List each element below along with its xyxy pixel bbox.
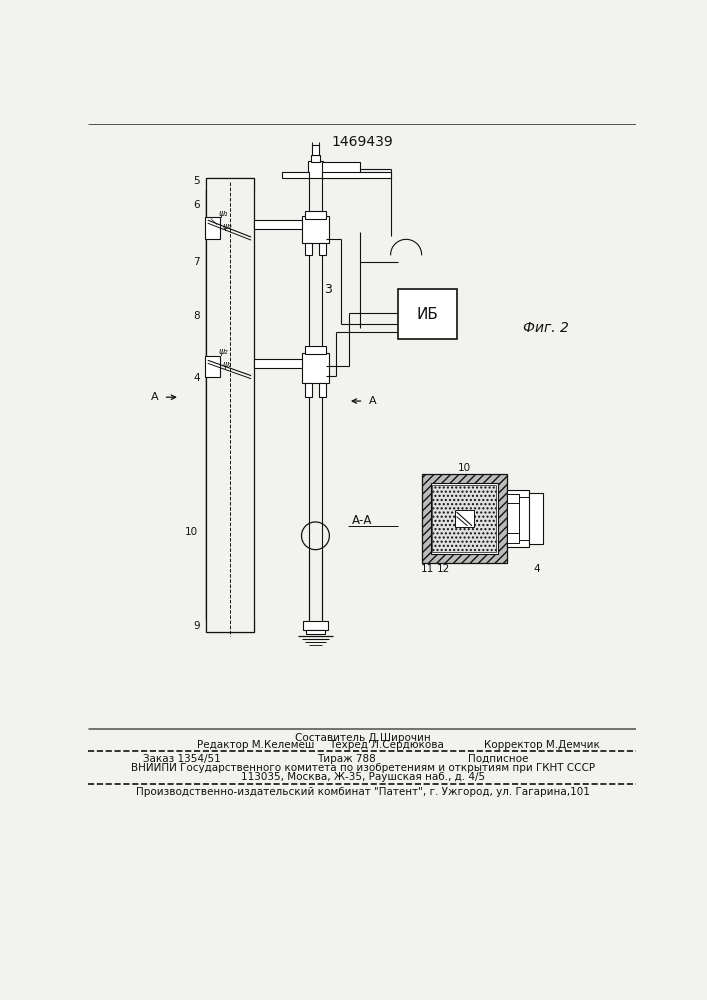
Bar <box>431 483 498 554</box>
Bar <box>529 493 542 544</box>
Bar <box>455 510 474 527</box>
Bar <box>206 178 255 190</box>
Text: 9: 9 <box>193 621 200 631</box>
Text: 12: 12 <box>437 564 450 574</box>
Text: 10: 10 <box>185 527 199 537</box>
Bar <box>320 383 325 397</box>
Bar <box>421 474 507 563</box>
Text: Тираж 788: Тираж 788 <box>317 754 375 764</box>
Text: ψ₁: ψ₁ <box>223 360 233 369</box>
Text: Корректор М.Демчик: Корректор М.Демчик <box>484 740 600 750</box>
Bar <box>322 162 361 178</box>
Text: Фиг. 2: Фиг. 2 <box>522 321 568 335</box>
Bar <box>507 494 518 503</box>
Text: А-А: А-А <box>352 514 373 527</box>
Text: 7: 7 <box>193 257 200 267</box>
Bar <box>305 211 325 219</box>
Bar <box>311 155 320 162</box>
Bar <box>206 178 255 632</box>
Bar <box>214 190 247 620</box>
Bar <box>507 490 529 547</box>
Text: A: A <box>369 396 377 406</box>
Bar <box>305 346 325 354</box>
Text: 4: 4 <box>193 373 200 383</box>
Bar <box>305 383 312 397</box>
Text: A: A <box>151 392 158 402</box>
Bar <box>320 243 325 255</box>
Text: ψ₂: ψ₂ <box>223 222 233 231</box>
Text: 1469439: 1469439 <box>332 135 394 149</box>
Text: ВНИИПИ Государственного комитета по изобретениям и открытиям при ГКНТ СССР: ВНИИПИ Государственного комитета по изоб… <box>131 763 595 773</box>
Bar <box>206 620 255 632</box>
Text: 8: 8 <box>193 311 200 321</box>
Text: ψ₂: ψ₂ <box>218 347 228 356</box>
Text: Производственно-издательский комбинат "Патент", г. Ужгород, ул. Гагарина,101: Производственно-издательский комбинат "П… <box>136 787 590 797</box>
Text: 5: 5 <box>193 176 200 186</box>
Bar <box>308 161 323 178</box>
Bar <box>433 485 496 552</box>
Bar <box>305 243 312 255</box>
Bar <box>507 533 518 543</box>
Text: 6: 6 <box>193 200 200 210</box>
Bar <box>312 145 319 155</box>
Bar <box>282 172 309 178</box>
Bar <box>255 220 309 229</box>
Bar <box>247 190 255 620</box>
Text: Заказ 1354/51: Заказ 1354/51 <box>143 754 221 764</box>
Bar <box>301 216 329 243</box>
Bar <box>322 172 392 178</box>
Text: ИБ: ИБ <box>416 307 438 322</box>
Bar <box>306 630 325 634</box>
Bar <box>204 356 220 377</box>
Text: Техред Л.Сердюкова: Техред Л.Сердюкова <box>329 740 443 750</box>
Bar <box>301 353 329 383</box>
Text: Составитель Д.Широчин: Составитель Д.Широчин <box>295 733 431 743</box>
Text: 11: 11 <box>421 564 434 574</box>
Bar <box>398 289 457 339</box>
Text: ψ₁: ψ₁ <box>218 209 228 218</box>
Text: 113035, Москва, Ж-35, Раушская наб., д. 4/5: 113035, Москва, Ж-35, Раушская наб., д. … <box>240 772 485 782</box>
Text: 4: 4 <box>533 564 539 574</box>
Bar <box>206 190 214 620</box>
Text: Редактор М.Келемеш: Редактор М.Келемеш <box>197 740 314 750</box>
Bar <box>204 217 220 239</box>
Bar <box>255 359 309 368</box>
Text: 10: 10 <box>457 463 471 473</box>
Text: Подписное: Подписное <box>468 754 529 764</box>
Bar <box>518 497 529 540</box>
Bar <box>303 620 328 630</box>
Text: 3: 3 <box>324 283 332 296</box>
